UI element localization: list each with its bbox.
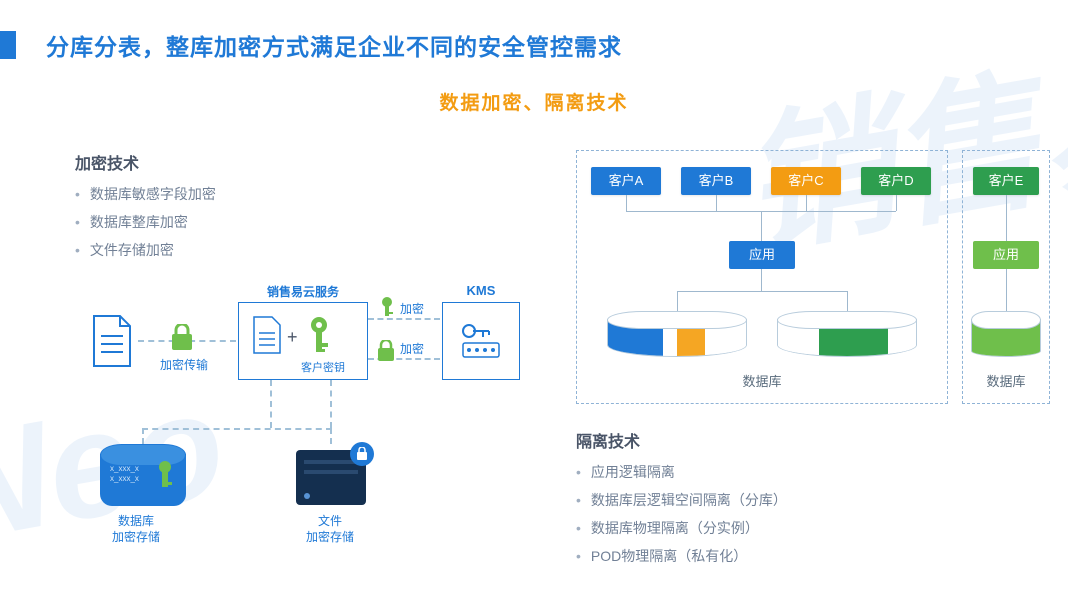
lock-transmit-icon bbox=[170, 324, 194, 352]
shared-db-2 bbox=[777, 311, 917, 357]
isolation-bullets: 应用逻辑隔离 数据库层逻辑空间隔离（分库） 数据库物理隔离（分实例） POD物理… bbox=[576, 462, 976, 566]
db-caption-dedicated: 数据库 bbox=[963, 371, 1049, 390]
label-customer-key: 客户密钥 bbox=[301, 359, 345, 375]
cloud-service-title: 销售易云服务 bbox=[239, 283, 367, 300]
label-transmit: 加密传输 bbox=[160, 356, 208, 373]
line-to-file-drop bbox=[330, 428, 332, 444]
slide-title-bar: 分库分表，整库加密方式满足企业不同的安全管控需求 bbox=[0, 28, 622, 62]
isolation-box-dedicated: 客户E 应用 数据库 bbox=[962, 150, 1050, 404]
kms-icon bbox=[459, 321, 503, 361]
enc-bullet-2: 文件存储加密 bbox=[75, 240, 555, 260]
cloud-service-box: 销售易云服务 + 客户密钥 bbox=[238, 302, 368, 380]
database-enc-icon: x_xxx_xx_xxx_x bbox=[100, 444, 186, 506]
encryption-bullets: 数据库敏感字段加密 数据库整库加密 文件存储加密 bbox=[75, 184, 555, 260]
source-document-icon bbox=[90, 314, 134, 368]
customer-a: 客户A bbox=[591, 167, 661, 195]
slide-title: 分库分表，整库加密方式满足企业不同的安全管控需求 bbox=[46, 28, 622, 62]
iso-bullet-3: POD物理隔离（私有化） bbox=[576, 546, 976, 566]
line-to-file-2 bbox=[330, 380, 332, 428]
label-db-1: 数据库 bbox=[118, 512, 154, 529]
title-accent bbox=[0, 31, 16, 59]
line-to-db-drop bbox=[142, 428, 144, 444]
encryption-text-block: 加密技术 数据库敏感字段加密 数据库整库加密 文件存储加密 bbox=[75, 150, 555, 268]
line-cloud-kms-1 bbox=[368, 318, 440, 320]
plus-icon: + bbox=[287, 327, 298, 348]
kms-box: KMS bbox=[442, 302, 520, 380]
label-encrypt-2: 加密 bbox=[400, 340, 424, 357]
cloud-doc-icon bbox=[251, 315, 283, 355]
db-key-icon bbox=[154, 460, 176, 490]
iso-bullet-2: 数据库物理隔离（分实例） bbox=[576, 518, 976, 538]
db-caption-main: 数据库 bbox=[577, 371, 947, 390]
slide-subtitle: 数据加密、隔离技术 bbox=[0, 88, 1068, 115]
customer-d: 客户D bbox=[861, 167, 931, 195]
iso-bullet-1: 数据库层逻辑空间隔离（分库） bbox=[576, 490, 976, 510]
customer-b: 客户B bbox=[681, 167, 751, 195]
label-file-1: 文件 bbox=[318, 512, 342, 529]
enc-bullet-0: 数据库敏感字段加密 bbox=[75, 184, 555, 204]
file-storage-icon bbox=[296, 450, 366, 505]
shared-db-1 bbox=[607, 311, 747, 357]
customer-key-icon bbox=[305, 315, 333, 355]
customer-c: 客户C bbox=[771, 167, 841, 195]
key-small-1-icon bbox=[378, 296, 396, 318]
kms-title: KMS bbox=[443, 283, 519, 298]
line-to-file bbox=[270, 380, 272, 428]
encryption-heading: 加密技术 bbox=[75, 150, 555, 174]
encryption-diagram: 加密传输 销售易云服务 + 客户密钥 加密 加密 KMS x_xxx_xx_xx… bbox=[70, 298, 550, 568]
isolation-text-block: 隔离技术 应用逻辑隔离 数据库层逻辑空间隔离（分库） 数据库物理隔离（分实例） … bbox=[576, 428, 976, 574]
enc-bullet-1: 数据库整库加密 bbox=[75, 212, 555, 232]
dedicated-db bbox=[971, 311, 1041, 357]
label-encrypt-1: 加密 bbox=[400, 300, 424, 317]
application-box: 应用 bbox=[729, 241, 795, 269]
customer-e: 客户E bbox=[973, 167, 1039, 195]
iso-bullet-0: 应用逻辑隔离 bbox=[576, 462, 976, 482]
line-horizontal-bottom bbox=[142, 428, 332, 430]
isolation-heading: 隔离技术 bbox=[576, 428, 976, 452]
lock-small-2-icon bbox=[376, 340, 396, 362]
application-box-dedicated: 应用 bbox=[973, 241, 1039, 269]
isolation-box-main: 客户A 客户B 客户C 客户D 应用 数据库 bbox=[576, 150, 948, 404]
label-file-2: 加密存储 bbox=[306, 528, 354, 545]
file-lock-badge-icon bbox=[350, 442, 374, 466]
label-db-2: 加密存储 bbox=[112, 528, 160, 545]
